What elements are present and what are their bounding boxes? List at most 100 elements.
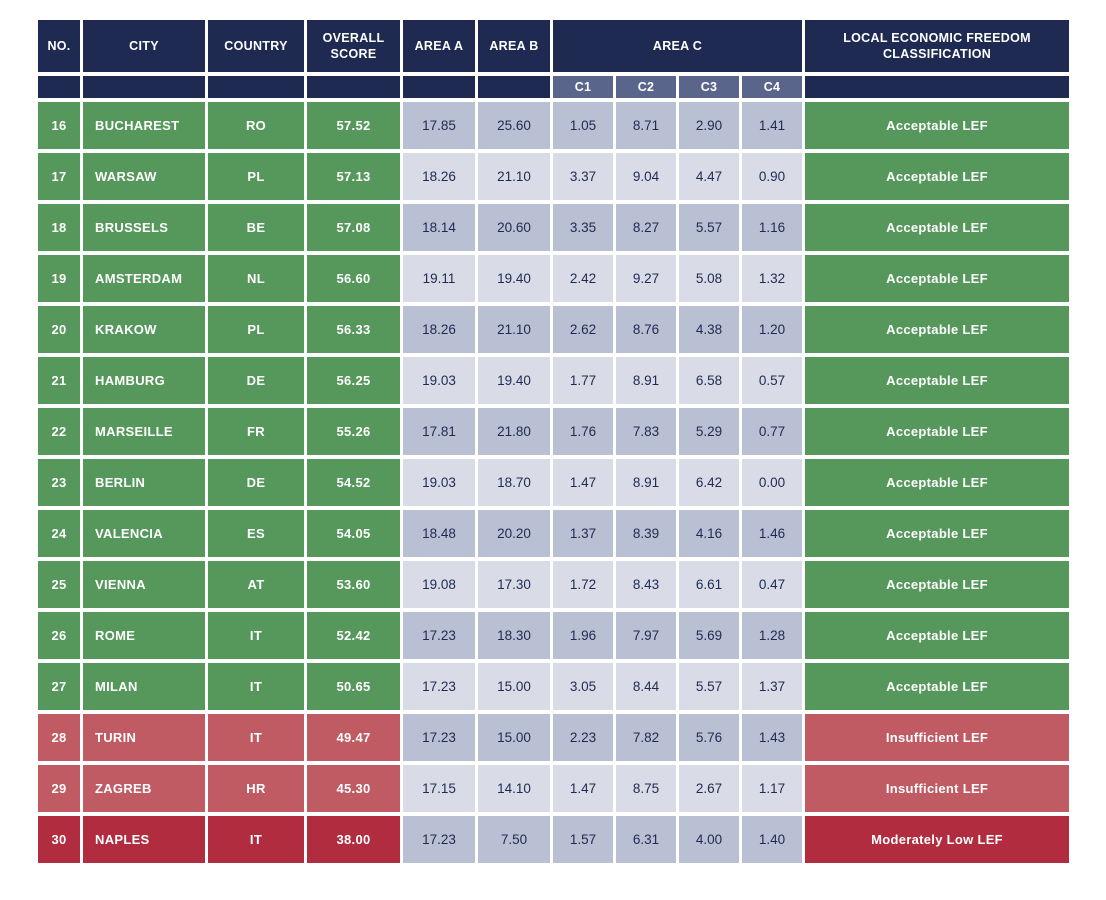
area-c2-cell: 7.97 xyxy=(616,612,676,659)
row-number-cell: 30 xyxy=(38,816,80,863)
lef-ranking-table: NO. CITY COUNTRY OVERALL SCORE AREA A AR… xyxy=(35,16,1072,867)
row-number-cell: 21 xyxy=(38,357,80,404)
area-c4-cell: 1.32 xyxy=(742,255,803,302)
area-c3-cell: 2.90 xyxy=(679,102,739,149)
area-c3-cell: 6.42 xyxy=(679,459,739,506)
area-c3-cell: 5.76 xyxy=(679,714,739,761)
area-a-cell: 17.23 xyxy=(403,612,475,659)
area-c2-cell: 8.39 xyxy=(616,510,676,557)
country-cell: DE xyxy=(208,459,304,506)
row-number-cell: 28 xyxy=(38,714,80,761)
header-country: COUNTRY xyxy=(208,20,304,72)
country-cell: AT xyxy=(208,561,304,608)
overall-score-cell: 56.60 xyxy=(307,255,400,302)
area-a-cell: 18.48 xyxy=(403,510,475,557)
area-c3-cell: 5.08 xyxy=(679,255,739,302)
row-number-cell: 22 xyxy=(38,408,80,455)
classification-cell: Acceptable LEF xyxy=(805,357,1070,404)
overall-score-cell: 57.08 xyxy=(307,204,400,251)
table-row: 18 BRUSSELS BE 57.08 18.14 20.60 3.35 8.… xyxy=(38,204,1070,251)
overall-score-cell: 53.60 xyxy=(307,561,400,608)
area-c1-cell: 1.57 xyxy=(553,816,613,863)
area-c3-cell: 5.69 xyxy=(679,612,739,659)
row-number-cell: 29 xyxy=(38,765,80,812)
area-c4-cell: 1.46 xyxy=(742,510,803,557)
row-number-cell: 20 xyxy=(38,306,80,353)
area-b-cell: 19.40 xyxy=(478,255,550,302)
row-number-cell: 25 xyxy=(38,561,80,608)
area-c2-cell: 8.44 xyxy=(616,663,676,710)
area-c4-cell: 1.43 xyxy=(742,714,803,761)
classification-cell: Insufficient LEF xyxy=(805,765,1070,812)
city-cell: BERLIN xyxy=(83,459,205,506)
area-c4-cell: 1.20 xyxy=(742,306,803,353)
area-c1-cell: 1.05 xyxy=(553,102,613,149)
area-b-cell: 21.80 xyxy=(478,408,550,455)
area-b-cell: 17.30 xyxy=(478,561,550,608)
classification-cell: Acceptable LEF xyxy=(805,153,1070,200)
area-c4-cell: 0.77 xyxy=(742,408,803,455)
overall-score-cell: 56.33 xyxy=(307,306,400,353)
table-body: 16 BUCHAREST RO 57.52 17.85 25.60 1.05 8… xyxy=(38,102,1070,863)
area-c4-cell: 0.00 xyxy=(742,459,803,506)
area-c1-cell: 3.05 xyxy=(553,663,613,710)
area-c2-cell: 8.71 xyxy=(616,102,676,149)
area-c1-cell: 2.23 xyxy=(553,714,613,761)
area-c3-cell: 4.47 xyxy=(679,153,739,200)
header-c2: C2 xyxy=(616,76,676,98)
city-cell: VALENCIA xyxy=(83,510,205,557)
ranking-table-container: NO. CITY COUNTRY OVERALL SCORE AREA A AR… xyxy=(35,16,1072,867)
area-b-cell: 15.00 xyxy=(478,714,550,761)
area-b-cell: 20.20 xyxy=(478,510,550,557)
row-number-cell: 27 xyxy=(38,663,80,710)
area-c4-cell: 1.40 xyxy=(742,816,803,863)
header-area-a: AREA A xyxy=(403,20,475,72)
country-cell: ES xyxy=(208,510,304,557)
classification-cell: Acceptable LEF xyxy=(805,255,1070,302)
country-cell: PL xyxy=(208,153,304,200)
row-number-cell: 16 xyxy=(38,102,80,149)
row-number-cell: 24 xyxy=(38,510,80,557)
table-row: 23 BERLIN DE 54.52 19.03 18.70 1.47 8.91… xyxy=(38,459,1070,506)
table-row: 19 AMSTERDAM NL 56.60 19.11 19.40 2.42 9… xyxy=(38,255,1070,302)
overall-score-cell: 57.52 xyxy=(307,102,400,149)
country-cell: NL xyxy=(208,255,304,302)
area-a-cell: 17.81 xyxy=(403,408,475,455)
classification-cell: Acceptable LEF xyxy=(805,306,1070,353)
header-spacer xyxy=(307,76,400,98)
area-a-cell: 19.03 xyxy=(403,459,475,506)
country-cell: IT xyxy=(208,612,304,659)
country-cell: IT xyxy=(208,663,304,710)
area-c3-cell: 5.57 xyxy=(679,663,739,710)
header-city: CITY xyxy=(83,20,205,72)
area-c2-cell: 7.83 xyxy=(616,408,676,455)
country-cell: RO xyxy=(208,102,304,149)
overall-score-cell: 57.13 xyxy=(307,153,400,200)
area-b-cell: 19.40 xyxy=(478,357,550,404)
classification-cell: Acceptable LEF xyxy=(805,459,1070,506)
table-row: 16 BUCHAREST RO 57.52 17.85 25.60 1.05 8… xyxy=(38,102,1070,149)
area-b-cell: 15.00 xyxy=(478,663,550,710)
area-b-cell: 20.60 xyxy=(478,204,550,251)
city-cell: ZAGREB xyxy=(83,765,205,812)
header-spacer xyxy=(403,76,475,98)
country-cell: DE xyxy=(208,357,304,404)
city-cell: MILAN xyxy=(83,663,205,710)
area-c1-cell: 1.76 xyxy=(553,408,613,455)
area-c1-cell: 1.47 xyxy=(553,765,613,812)
overall-score-cell: 54.52 xyxy=(307,459,400,506)
overall-score-cell: 52.42 xyxy=(307,612,400,659)
country-cell: FR xyxy=(208,408,304,455)
area-a-cell: 18.26 xyxy=(403,153,475,200)
city-cell: VIENNA xyxy=(83,561,205,608)
area-c3-cell: 5.29 xyxy=(679,408,739,455)
area-c4-cell: 0.57 xyxy=(742,357,803,404)
table-row: 22 MARSEILLE FR 55.26 17.81 21.80 1.76 7… xyxy=(38,408,1070,455)
area-a-cell: 17.23 xyxy=(403,663,475,710)
row-number-cell: 26 xyxy=(38,612,80,659)
header-row-main: NO. CITY COUNTRY OVERALL SCORE AREA A AR… xyxy=(38,20,1070,72)
row-number-cell: 19 xyxy=(38,255,80,302)
area-c4-cell: 1.17 xyxy=(742,765,803,812)
overall-score-cell: 56.25 xyxy=(307,357,400,404)
country-cell: IT xyxy=(208,714,304,761)
